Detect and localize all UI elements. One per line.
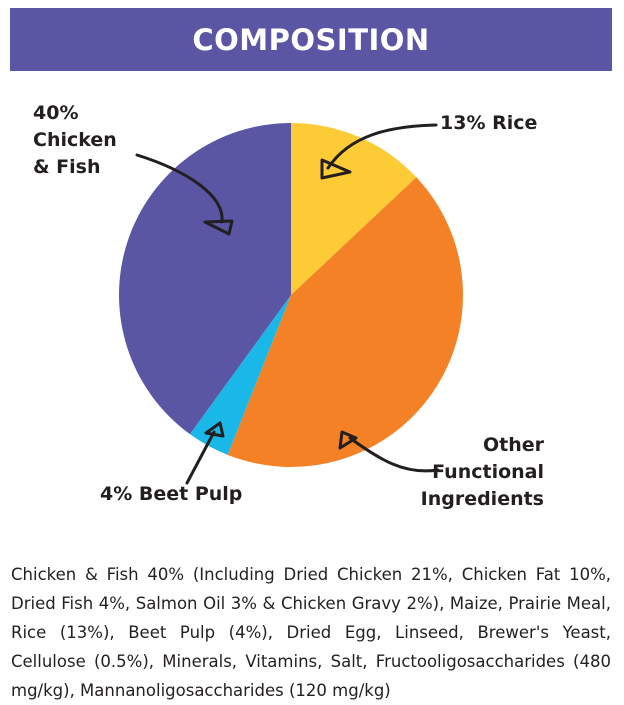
arrow-beet bbox=[185, 430, 216, 485]
title-banner: COMPOSITION bbox=[10, 8, 612, 71]
label-other-line1: Other bbox=[482, 434, 544, 456]
pie-slices bbox=[119, 123, 463, 467]
label-chicken-fish: 40% Chicken & Fish bbox=[33, 100, 117, 181]
arrowhead-rice bbox=[320, 158, 352, 180]
pie-slice-beet-pulp bbox=[189, 295, 291, 455]
label-other-line2: Functional bbox=[432, 461, 544, 483]
label-other-functional: Other Functional Ingredients bbox=[421, 432, 544, 513]
label-other-line3: Ingredients bbox=[420, 488, 544, 510]
label-beet-pulp: 4% Beet Pulp bbox=[100, 483, 243, 505]
pie-slice-other-functional-ingredients bbox=[227, 177, 463, 467]
composition-description: Chicken & Fish 40% (Including Dried Chic… bbox=[11, 564, 611, 700]
page-title: COMPOSITION bbox=[192, 22, 430, 57]
label-chicken-line2: Chicken bbox=[33, 129, 117, 151]
arrow-other bbox=[348, 436, 440, 473]
label-chicken-line3: & Fish bbox=[33, 156, 101, 178]
arrowhead-beet bbox=[204, 421, 225, 438]
arrowhead-other bbox=[338, 430, 358, 450]
arrow-rice bbox=[326, 123, 438, 170]
label-chicken-line1: 40% bbox=[33, 102, 79, 124]
pie-slice-chicken-fish bbox=[119, 123, 291, 435]
arrow-chicken bbox=[135, 153, 224, 224]
pie-chart bbox=[119, 123, 463, 485]
label-arrows bbox=[135, 123, 440, 485]
arrowhead-chicken bbox=[203, 219, 234, 236]
label-rice: 13% Rice bbox=[440, 112, 538, 134]
